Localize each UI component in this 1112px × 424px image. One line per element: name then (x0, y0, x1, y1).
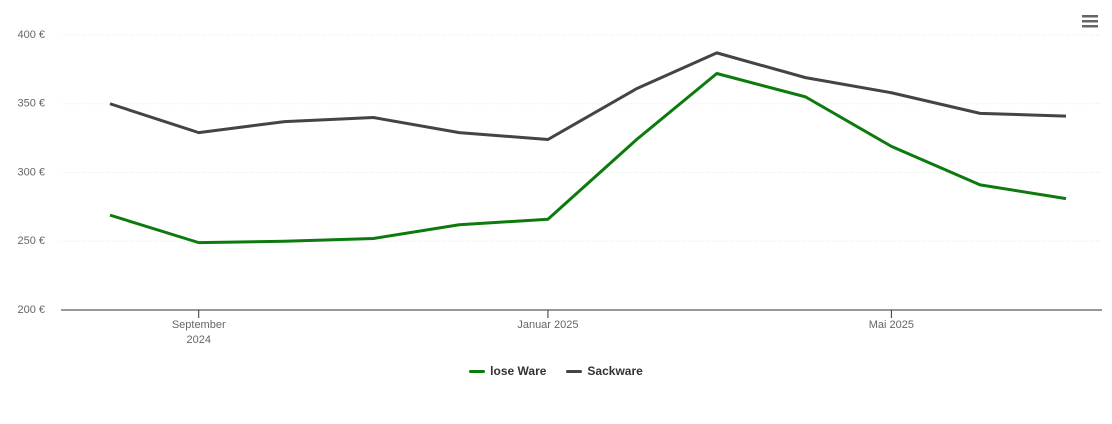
menu-button[interactable] (1082, 15, 1098, 28)
x-tick-label: September 2024 (171, 319, 226, 346)
legend-swatch (469, 370, 486, 374)
y-tick-label: 300 € (17, 166, 45, 178)
menu-bar (1082, 25, 1098, 28)
legend: lose Ware Sackware (0, 364, 1112, 378)
menu-bar (1082, 20, 1098, 23)
series-line (109, 72, 1067, 245)
y-tick-label: 350 € (17, 98, 45, 110)
legend-item[interactable]: lose Ware (469, 364, 546, 378)
series-line (109, 51, 1067, 141)
x-tick-label: Januar 2025 (517, 319, 579, 331)
legend-item[interactable]: Sackware (566, 364, 643, 378)
menu-bar (1082, 15, 1098, 18)
y-tick-label: 250 € (17, 235, 45, 247)
y-tick-label: 200 € (17, 304, 45, 316)
x-tick-label: Mai 2025 (868, 319, 915, 331)
legend-swatch (566, 370, 583, 374)
legend-label: Sackware (587, 364, 643, 378)
y-tick-label: 400 € (17, 29, 45, 41)
legend-label: lose Ware (490, 364, 547, 378)
